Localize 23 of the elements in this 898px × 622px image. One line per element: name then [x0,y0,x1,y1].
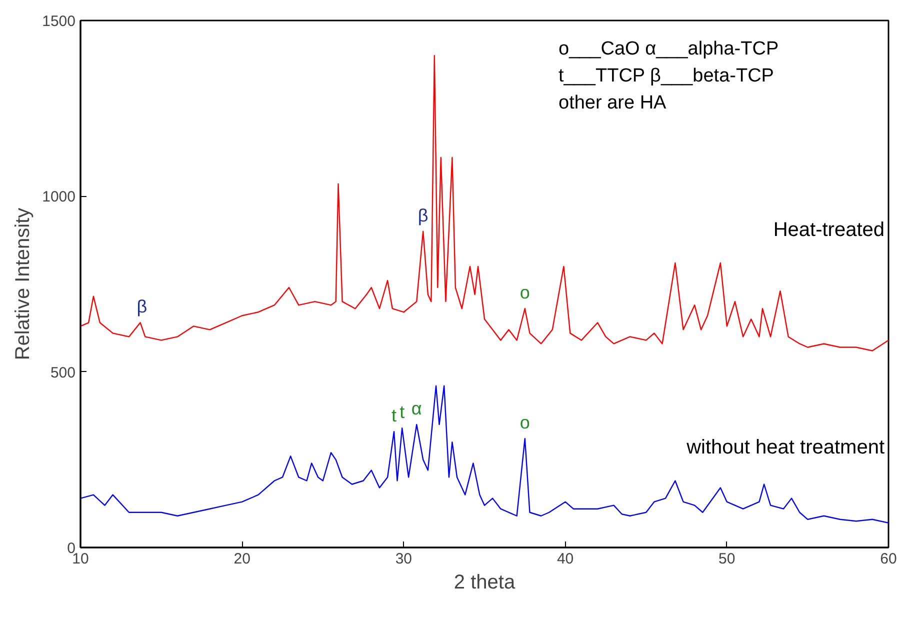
y-tick-label: 1000 [42,188,76,206]
line-series [80,385,888,524]
annotation: other are HA [558,92,667,114]
x-axis-title: 2 theta [454,572,516,594]
annotation: o [520,412,530,433]
y-tick-label: 1500 [42,13,76,30]
annotation: t [400,402,405,422]
series-label: without heat treatment [686,436,885,459]
y-tick-label: 500 [50,364,76,382]
annotation: β [418,205,428,226]
annotation: β [136,296,148,317]
annotation: o [520,282,530,303]
annotation: t [392,406,397,426]
annotation: α [411,398,422,419]
x-tick-label: 50 [718,550,736,568]
x-tick-label: 30 [395,550,412,568]
x-tick-label: 60 [880,550,897,568]
x-tick-label: 40 [556,550,574,568]
annotation: o___CaO α___alpha-TCP [558,38,779,60]
annotation: t___TTCP β___beta-TCP [558,66,774,86]
text: Heat-treated [773,218,884,241]
x-tick-label: 20 [234,550,250,568]
y-axis-title: Relative Intensity [12,208,34,360]
